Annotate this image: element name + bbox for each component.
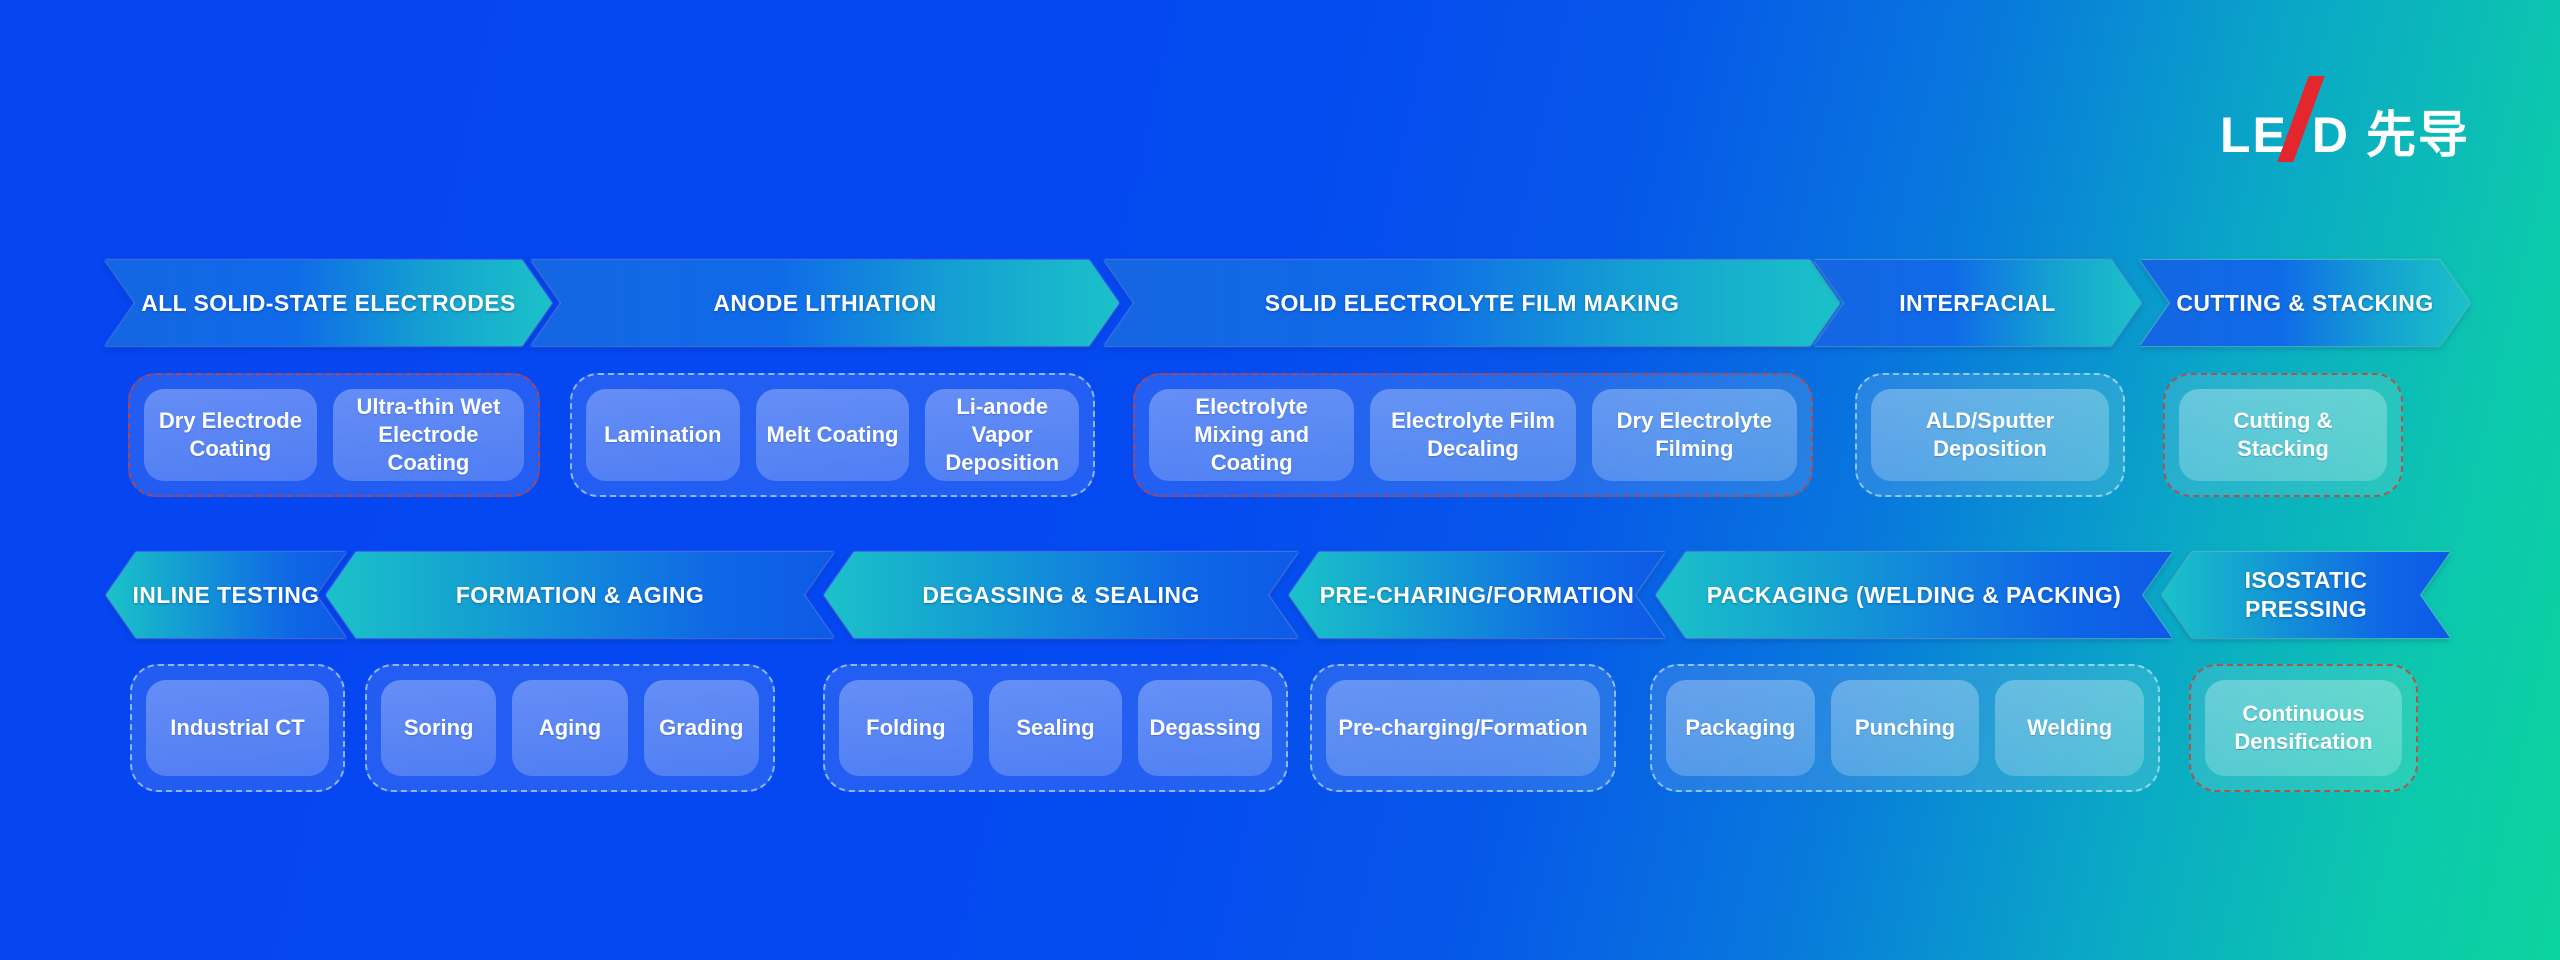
process-chip: Packaging <box>1666 680 1815 776</box>
process-step-arrow: DEGASSING & SEALING <box>824 552 1298 638</box>
arrow-solid-electrolyte-film-making: SOLID ELECTROLYTE FILM MAKING <box>1104 260 1840 346</box>
process-step-arrow: SOLID ELECTROLYTE FILM MAKING <box>1104 260 1840 346</box>
process-chip: Grading <box>643 680 759 776</box>
arrow-formation-aging: FORMATION & AGING <box>326 552 834 638</box>
process-chip: Folding <box>839 680 973 776</box>
process-chip: Aging <box>512 680 628 776</box>
group-interfacial: ALD/Sputter Deposition <box>1855 373 2125 497</box>
process-step-arrow: PACKAGING (WELDING & PACKING) <box>1656 552 2172 638</box>
process-chip: Continuous Densification <box>2205 680 2402 776</box>
group-solid-electrolyte-film-making: Electrolyte Mixing and Coating Electroly… <box>1133 373 1813 497</box>
process-chip: Li-anode Vapor Deposition <box>925 389 1080 481</box>
group-inline-testing: Industrial CT <box>130 664 345 792</box>
arrow-packaging-welding-packing: PACKAGING (WELDING & PACKING) <box>1656 552 2172 638</box>
process-chip: Punching <box>1830 680 1980 776</box>
process-step-arrow: INLINE TESTING <box>106 552 346 638</box>
arrow-inline-testing: INLINE TESTING <box>106 552 346 638</box>
lead-logo: LE D 先导 <box>2220 70 2470 162</box>
process-chip: Dry Electrode Coating <box>144 389 317 481</box>
arrow-cutting-stacking: CUTTING & STACKING <box>2140 260 2470 346</box>
arrow-interfacial: INTERFACIAL <box>1814 260 2141 346</box>
group-pre-charging-formation: Pre-charging/Formation <box>1310 664 1616 792</box>
process-chip: Electrolyte Mixing and Coating <box>1149 389 1355 481</box>
process-chip: Melt Coating <box>755 389 910 481</box>
group-formation-aging: Soring Aging Grading <box>365 664 775 792</box>
process-chip: Degassing <box>1138 680 1273 776</box>
group-anode-lithiation: Lamination Melt Coating Li-anode Vapor D… <box>570 373 1095 497</box>
group-degassing-sealing: Folding Sealing Degassing <box>823 664 1288 792</box>
process-chip: Industrial CT <box>146 680 329 776</box>
process-chip: Cutting & Stacking <box>2179 389 2387 481</box>
logo-text-le: LE <box>2219 107 2288 163</box>
group-all-solid-state-electrodes: Dry Electrode Coating Ultra-thin Wet Ele… <box>128 373 540 497</box>
process-step-arrow: INTERFACIAL <box>1814 260 2141 346</box>
process-step-arrow: ALL SOLID-STATE ELECTRODES <box>105 260 552 346</box>
arrow-isostatic-pressing: ISOSTATIC PRESSING <box>2162 552 2450 638</box>
group-isostatic-pressing: Continuous Densification <box>2189 664 2418 792</box>
process-chip: Lamination <box>586 389 740 481</box>
process-chip: Soring <box>381 680 497 776</box>
arrow-degassing-sealing: DEGASSING & SEALING <box>824 552 1298 638</box>
process-chip: Welding <box>1995 680 2145 776</box>
process-step-arrow: ANODE LITHIATION <box>531 260 1119 346</box>
group-packaging-welding-packing: Packaging Punching Welding <box>1650 664 2160 792</box>
logo-text-cjk: 先导 <box>2366 107 2470 163</box>
process-chip: Dry Electrolyte Filming <box>1591 389 1797 481</box>
logo-text-d: D <box>2311 107 2350 163</box>
process-chip: Ultra-thin Wet Electrode Coating <box>332 389 524 481</box>
group-cutting-stacking: Cutting & Stacking <box>2163 373 2403 497</box>
arrow-anode-lithiation: ANODE LITHIATION <box>531 260 1119 346</box>
process-step-arrow: ISOSTATIC PRESSING <box>2162 552 2450 638</box>
process-chip: Sealing <box>988 680 1123 776</box>
arrow-all-solid-state-electrodes: ALL SOLID-STATE ELECTRODES <box>105 260 552 346</box>
process-chip: ALD/Sputter Deposition <box>1871 389 2109 481</box>
process-step-arrow: CUTTING & STACKING <box>2140 260 2470 346</box>
process-chip: Pre-charging/Formation <box>1326 680 1600 776</box>
process-step-arrow: FORMATION & AGING <box>326 552 834 638</box>
process-chip: Electrolyte Film Decaling <box>1370 389 1576 481</box>
process-step-arrow: PRE-CHARING/FORMATION <box>1289 552 1665 638</box>
arrow-pre-charing-formation: PRE-CHARING/FORMATION <box>1289 552 1665 638</box>
